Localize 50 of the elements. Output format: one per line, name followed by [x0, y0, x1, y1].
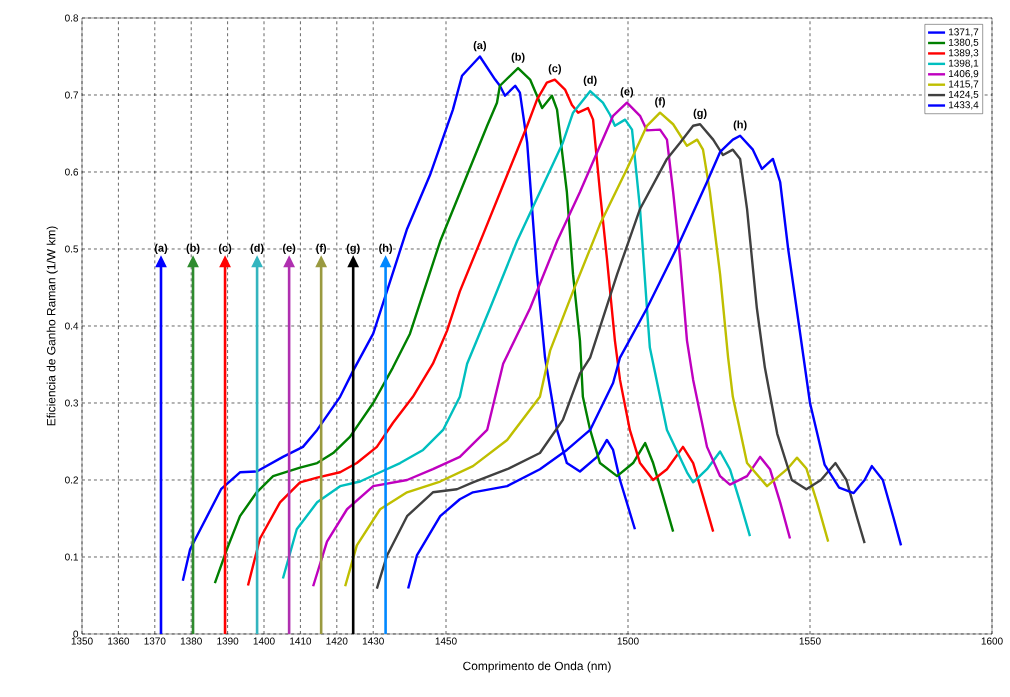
- x-tick-label: 1370: [144, 637, 166, 645]
- annotation: (c): [548, 64, 561, 75]
- x-axis-title: Comprimento de Onda (nm): [463, 661, 611, 673]
- x-tick-label: 1360: [108, 637, 130, 645]
- annotation: (d): [583, 75, 597, 86]
- x-tick-label: 1350: [71, 637, 93, 645]
- ref-line-label: (c): [218, 243, 232, 254]
- y-tick-label: 0.8: [65, 14, 79, 22]
- x-tick-label: 1380: [180, 637, 202, 645]
- x-tick-label: 1450: [435, 637, 457, 645]
- annotation: (g): [693, 108, 707, 120]
- x-tick-label: 1410: [290, 637, 312, 645]
- line-series: [213, 66, 675, 585]
- legend-label: 1371,7: [949, 28, 979, 37]
- ref-line-label: (a): [154, 243, 168, 254]
- y-tick-label: 0.4: [65, 322, 79, 330]
- annotation: (b): [511, 52, 525, 63]
- legend-label: 1398,1: [949, 59, 979, 68]
- y-tick-label: 0.6: [65, 168, 79, 176]
- ref-line-label: (g): [346, 243, 360, 254]
- ref-line-label: (d): [250, 243, 264, 254]
- legend-label: 1424,5: [949, 90, 979, 100]
- x-tick-label: 1420: [326, 637, 348, 645]
- y-tick-label: 0.7: [65, 91, 78, 99]
- annotation: (e): [620, 87, 634, 98]
- x-tick-label: 1400: [253, 637, 275, 645]
- x-tick-label: 1550: [799, 637, 821, 645]
- y-tick-label: 0.2: [65, 476, 78, 484]
- x-tick-label: 1500: [617, 637, 639, 645]
- ref-line-label: (f): [316, 243, 327, 254]
- legend-label: 1406,9: [949, 70, 979, 79]
- x-tick-label: 1390: [217, 637, 239, 645]
- y-tick-label: 0.1: [65, 553, 79, 561]
- ref-line-label: (h): [379, 243, 393, 254]
- annotation: (f): [655, 97, 665, 108]
- line-series: [281, 89, 752, 580]
- legend-label: 1433,4: [949, 101, 979, 110]
- y-tick-label: 0.5: [65, 245, 79, 253]
- ref-line-label: (e): [282, 243, 296, 254]
- y-tick-label: 0: [73, 630, 79, 638]
- ref-line-label: (b): [186, 243, 200, 254]
- y-tick-label: 0.3: [65, 399, 79, 407]
- annotation: (h): [733, 120, 747, 131]
- annotation: (a): [473, 41, 487, 52]
- legend-label: 1389,3: [949, 49, 979, 58]
- legend-label: 1380,5: [949, 38, 979, 48]
- x-tick-label: 1600: [981, 637, 1003, 645]
- x-tick-label: 1430: [362, 637, 384, 645]
- y-axis-title: Eficiencia de Ganho Raman (1/W km): [46, 226, 58, 426]
- legend-label: 1415,7: [949, 80, 979, 89]
